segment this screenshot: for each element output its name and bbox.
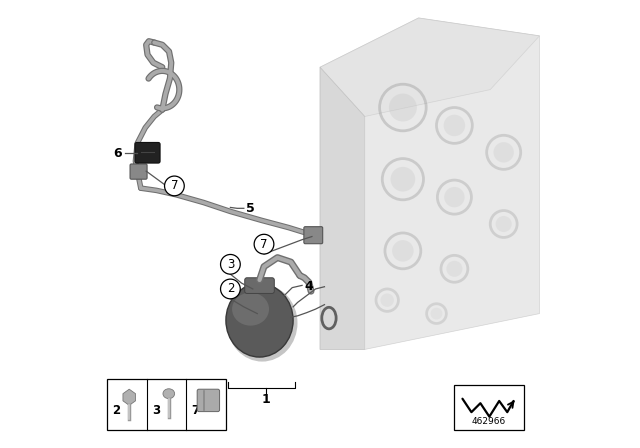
FancyBboxPatch shape <box>197 389 220 412</box>
Circle shape <box>446 261 463 277</box>
Ellipse shape <box>163 389 175 399</box>
Polygon shape <box>320 18 540 116</box>
Circle shape <box>389 94 417 121</box>
Text: 2: 2 <box>113 404 121 417</box>
Text: 5: 5 <box>246 202 255 215</box>
Text: 4: 4 <box>305 280 313 293</box>
Circle shape <box>164 176 184 196</box>
Circle shape <box>392 240 413 262</box>
FancyBboxPatch shape <box>135 142 160 163</box>
Text: 7: 7 <box>192 404 200 417</box>
Text: 1: 1 <box>262 393 271 406</box>
Text: 6: 6 <box>113 146 122 160</box>
FancyBboxPatch shape <box>454 385 524 430</box>
Circle shape <box>495 216 512 232</box>
Text: 7: 7 <box>260 237 268 251</box>
FancyBboxPatch shape <box>304 227 323 244</box>
Polygon shape <box>320 18 540 349</box>
Circle shape <box>254 234 274 254</box>
Polygon shape <box>123 389 136 405</box>
Polygon shape <box>320 67 365 349</box>
Text: 7: 7 <box>171 179 178 193</box>
Text: 2: 2 <box>227 282 234 296</box>
Ellipse shape <box>226 284 293 357</box>
Text: 3: 3 <box>152 404 160 417</box>
Circle shape <box>431 308 442 319</box>
Circle shape <box>221 254 240 274</box>
Text: 462966: 462966 <box>472 418 506 426</box>
Text: 3: 3 <box>227 258 234 271</box>
Circle shape <box>444 187 465 207</box>
FancyBboxPatch shape <box>108 379 226 430</box>
Circle shape <box>380 293 394 307</box>
FancyBboxPatch shape <box>130 164 147 179</box>
Circle shape <box>444 115 465 136</box>
Circle shape <box>221 279 240 299</box>
Circle shape <box>390 167 415 192</box>
Ellipse shape <box>227 284 298 362</box>
Ellipse shape <box>232 293 269 326</box>
FancyBboxPatch shape <box>244 278 275 293</box>
Circle shape <box>493 142 514 163</box>
